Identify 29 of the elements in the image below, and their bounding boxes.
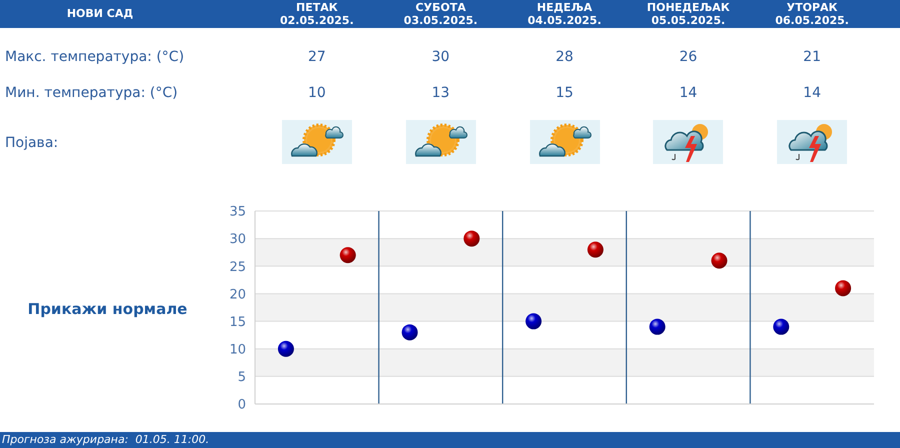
- y-tick-label: 0: [238, 398, 246, 413]
- data-label: 15: [554, 84, 574, 102]
- data-label: 28: [554, 48, 574, 66]
- text: СУБОТА 03.05.2025.: [402, 1, 479, 27]
- data-label: 21: [802, 48, 822, 66]
- data-label: 26: [678, 48, 698, 66]
- text: НОВИ САД: [66, 7, 134, 21]
- data-label: 14: [802, 84, 822, 102]
- data-label: 14: [678, 84, 698, 102]
- data-label: 30: [430, 48, 451, 66]
- data-label: 10: [306, 84, 327, 102]
- text: Макс. температура: (°C): [5, 48, 184, 66]
- data-label: 13: [430, 84, 451, 102]
- text: Појава:: [5, 134, 58, 152]
- y-tick-label: 30: [229, 232, 246, 248]
- y-tick-label: 15: [229, 314, 246, 330]
- text: Мин. температура: (°C): [5, 84, 178, 102]
- text: ПЕТАК 02.05.2025.: [279, 1, 355, 27]
- text: Прикажи нормале: [26, 299, 188, 319]
- text: УТОРАК 06.05.2025.: [774, 1, 850, 27]
- y-tick-label: 35: [229, 204, 246, 220]
- text: Прогноза ажурирана: 01.05. 11:00.: [2, 433, 210, 447]
- data-label: 27: [306, 48, 327, 66]
- y-tick-label: 25: [229, 260, 246, 275]
- text: ПОНЕДЕЉАК 05.05.2025.: [646, 1, 731, 27]
- text: НЕДЕЉА 04.05.2025.: [526, 1, 602, 27]
- y-tick-label: 20: [229, 287, 246, 302]
- y-tick-label: 5: [238, 370, 246, 386]
- y-tick-label: 10: [229, 342, 246, 358]
